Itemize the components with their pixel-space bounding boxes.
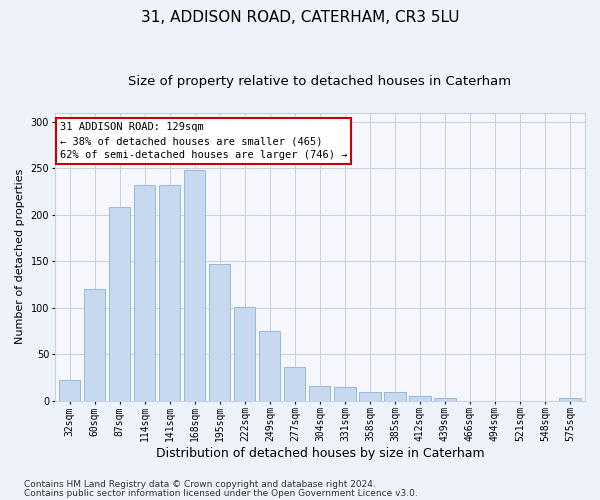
Text: Contains public sector information licensed under the Open Government Licence v3: Contains public sector information licen… xyxy=(24,488,418,498)
Bar xyxy=(159,185,181,400)
Bar xyxy=(59,380,80,400)
Bar xyxy=(284,367,305,400)
Bar xyxy=(334,386,356,400)
Bar xyxy=(184,170,205,400)
Text: 31, ADDISON ROAD, CATERHAM, CR3 5LU: 31, ADDISON ROAD, CATERHAM, CR3 5LU xyxy=(141,10,459,25)
Bar xyxy=(84,289,106,401)
Text: Contains HM Land Registry data © Crown copyright and database right 2024.: Contains HM Land Registry data © Crown c… xyxy=(24,480,376,489)
Bar xyxy=(559,398,581,400)
Bar xyxy=(359,392,380,400)
Bar xyxy=(109,208,130,400)
Bar xyxy=(259,331,280,400)
Bar xyxy=(384,392,406,400)
Text: 31 ADDISON ROAD: 129sqm
← 38% of detached houses are smaller (465)
62% of semi-d: 31 ADDISON ROAD: 129sqm ← 38% of detache… xyxy=(60,122,347,160)
Bar xyxy=(309,386,331,400)
Bar xyxy=(434,398,455,400)
Bar xyxy=(234,307,256,400)
Bar xyxy=(209,264,230,400)
Title: Size of property relative to detached houses in Caterham: Size of property relative to detached ho… xyxy=(128,75,511,88)
X-axis label: Distribution of detached houses by size in Caterham: Distribution of detached houses by size … xyxy=(155,447,484,460)
Y-axis label: Number of detached properties: Number of detached properties xyxy=(15,169,25,344)
Bar xyxy=(409,396,431,400)
Bar xyxy=(134,185,155,400)
